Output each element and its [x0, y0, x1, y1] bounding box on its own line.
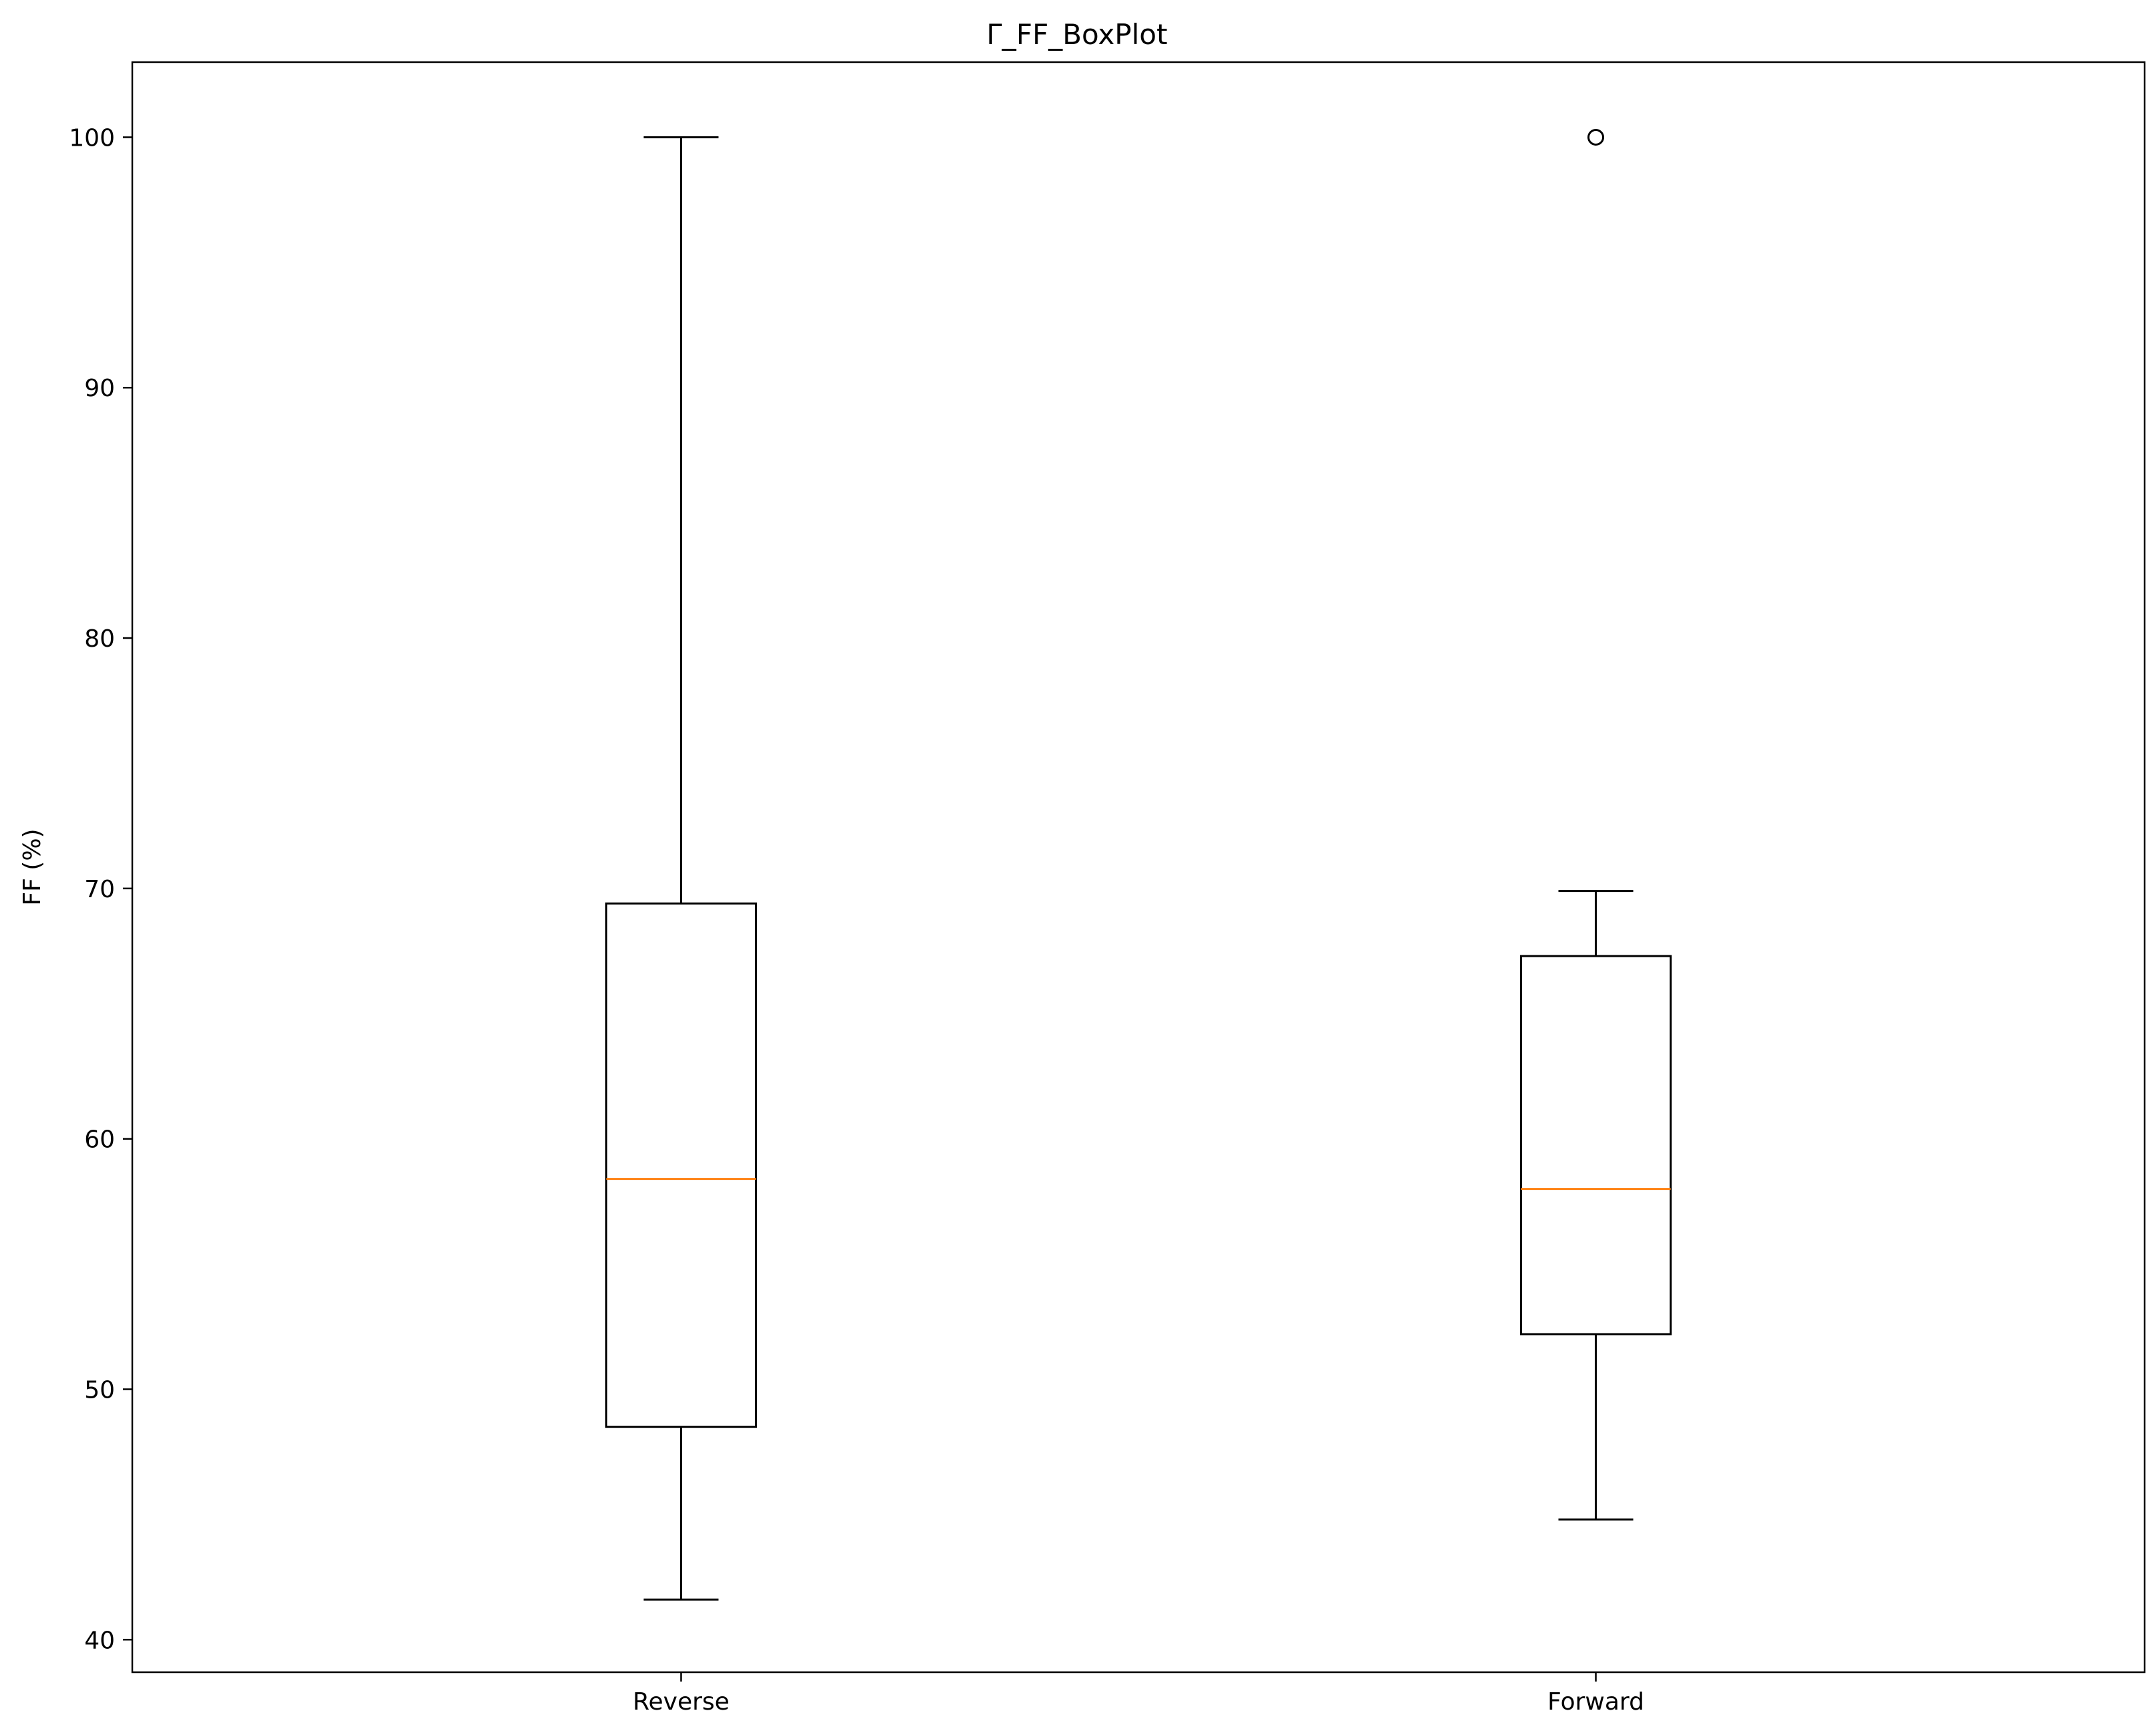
x-tick-label-reverse: Reverse [633, 1688, 730, 1716]
y-tick-label: 40 [84, 1627, 115, 1654]
y-tick-label: 70 [84, 876, 115, 903]
y-tick-label: 60 [84, 1126, 115, 1154]
box-reverse [605, 902, 757, 1428]
box-forward [1520, 955, 1672, 1335]
axes-frame [131, 61, 2146, 1674]
outlier-point-forward [1587, 128, 1605, 146]
y-tick-label: 50 [84, 1376, 115, 1404]
y-axis-label: FF (%) [19, 828, 46, 905]
plot-area: 40 50 60 70 80 90 100 Reverse Forward [69, 124, 1672, 1716]
chart-title: Γ_FF_BoxPlot [987, 18, 1168, 51]
y-tick-label: 90 [84, 375, 115, 402]
y-tick-label: 80 [84, 625, 115, 653]
y-tick-label: 100 [69, 124, 115, 152]
x-tick-label-forward: Forward [1547, 1688, 1644, 1716]
